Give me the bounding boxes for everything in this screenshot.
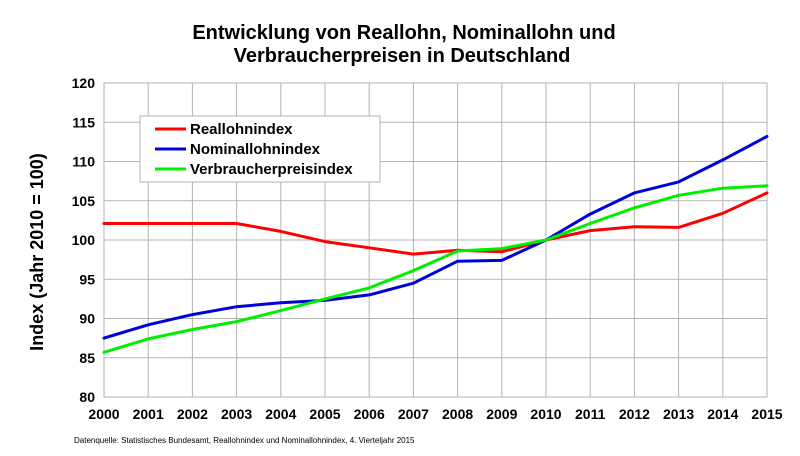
x-tick-label: 2007 <box>398 406 429 422</box>
x-tick-label: 2003 <box>221 406 252 422</box>
y-tick-label: 110 <box>72 154 95 170</box>
series-line-nominallohnindex <box>102 134 769 340</box>
x-tick-label: 2001 <box>133 406 164 422</box>
x-tick-label: 2006 <box>354 406 385 422</box>
x-tick-label: 2000 <box>88 406 119 422</box>
legend-label: Reallohnindex <box>190 121 293 138</box>
y-axis-label: Index (Jahr 2010 = 100) <box>27 153 47 351</box>
data-source-note: Datenquelle: Statistisches Bundesamt, Re… <box>74 436 415 445</box>
chart-title-line-1: Entwicklung von Reallohn, Nominallohn un… <box>192 22 615 44</box>
series-lines <box>102 134 769 354</box>
x-tick-label: 2010 <box>530 406 561 422</box>
y-tick-label: 120 <box>72 75 96 91</box>
y-tick-label: 115 <box>72 114 95 130</box>
x-tick-label: 2011 <box>575 406 606 422</box>
x-tick-label: 2013 <box>663 406 694 422</box>
y-tick-label: 90 <box>79 311 95 327</box>
series-line-reallohnindex <box>102 191 769 256</box>
x-tick-label: 2008 <box>442 406 473 422</box>
x-axis-ticks: 2000 2001 2002 2003 2004 2005 2006 2007 2008 2009… <box>88 406 782 422</box>
x-tick-label: 2002 <box>177 406 208 422</box>
y-tick-label: 105 <box>72 193 96 209</box>
series-line-verbraucherpreisindex <box>102 184 769 354</box>
legend-label: Nominallohnindex <box>190 141 321 158</box>
x-tick-label: 2004 <box>265 406 296 422</box>
y-tick-label: 95 <box>79 271 95 287</box>
y-axis-ticks: 80 85 90 95 100 105 110 115 120 <box>72 75 96 405</box>
y-tick-label: 85 <box>79 350 95 366</box>
chart-title-line-2: Verbraucherpreisen in Deutschland <box>234 45 571 67</box>
y-tick-label: 100 <box>72 232 96 248</box>
legend: Reallohnindex Nominallohnindex Verbraucher… <box>139 115 381 183</box>
legend-label: Verbraucherpreisindex <box>190 161 353 178</box>
x-tick-label: 2009 <box>486 406 517 422</box>
x-tick-label: 2015 <box>751 406 782 422</box>
x-tick-label: 2012 <box>619 406 650 422</box>
y-tick-label: 80 <box>79 389 95 405</box>
x-tick-label: 2005 <box>309 406 340 422</box>
plot-frame <box>103 82 768 398</box>
x-tick-label: 2014 <box>707 406 738 422</box>
